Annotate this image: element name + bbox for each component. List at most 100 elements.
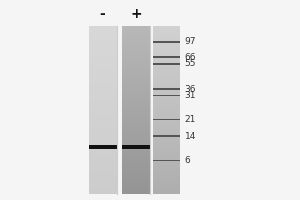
Bar	[153, 35, 180, 36]
Bar	[88, 169, 117, 170]
Bar	[122, 167, 150, 168]
Bar	[153, 27, 180, 28]
Bar	[122, 93, 150, 94]
Bar	[88, 129, 117, 130]
Bar	[88, 141, 117, 142]
Bar	[122, 97, 150, 98]
Bar	[88, 171, 117, 172]
Bar	[88, 59, 117, 60]
Bar	[153, 98, 180, 99]
Bar	[153, 101, 180, 102]
Bar	[122, 32, 150, 33]
Bar	[88, 69, 117, 70]
Bar	[153, 102, 180, 103]
Bar	[122, 105, 150, 106]
Bar	[122, 193, 150, 194]
Bar	[88, 181, 117, 182]
Bar	[153, 178, 180, 179]
Bar	[122, 68, 150, 69]
Bar	[122, 180, 150, 181]
Bar	[88, 86, 117, 87]
Bar	[88, 125, 117, 126]
Bar	[153, 69, 180, 70]
Bar	[88, 140, 117, 141]
Bar	[153, 148, 180, 149]
Bar	[122, 178, 150, 179]
Bar	[88, 36, 117, 37]
Bar	[153, 122, 180, 123]
Bar	[122, 46, 150, 47]
Bar	[153, 160, 180, 161]
Bar	[153, 123, 180, 124]
Bar	[88, 119, 117, 120]
Bar	[122, 150, 150, 151]
Bar	[153, 52, 180, 53]
Bar	[153, 158, 180, 159]
Bar	[88, 191, 117, 192]
Bar	[122, 92, 150, 93]
Bar	[122, 115, 150, 116]
Bar	[153, 53, 180, 54]
Bar	[88, 177, 117, 178]
Bar	[153, 120, 180, 121]
Bar	[122, 152, 150, 153]
Text: 97: 97	[184, 37, 196, 46]
Bar	[153, 112, 180, 113]
Bar	[153, 29, 180, 30]
Bar	[122, 50, 150, 51]
Bar	[122, 163, 150, 164]
Bar	[153, 92, 180, 93]
Bar	[153, 63, 180, 64]
Bar	[88, 39, 117, 40]
Bar	[122, 165, 150, 166]
Bar	[153, 77, 180, 78]
Bar	[153, 45, 180, 46]
Bar	[88, 106, 117, 107]
Bar	[88, 95, 117, 96]
Bar	[88, 117, 117, 118]
Bar	[122, 103, 150, 104]
Bar	[88, 147, 117, 148]
Bar	[122, 27, 150, 28]
Bar	[88, 112, 117, 113]
Bar	[122, 188, 150, 189]
Bar	[153, 42, 180, 43]
Bar	[122, 161, 150, 162]
Bar	[153, 34, 180, 35]
Bar	[153, 133, 180, 134]
Bar	[88, 98, 117, 99]
Bar	[88, 190, 117, 191]
Bar	[153, 146, 180, 147]
Bar	[122, 96, 150, 97]
Bar	[153, 152, 180, 153]
Bar	[88, 68, 117, 69]
Bar	[153, 177, 180, 178]
Bar	[88, 131, 117, 132]
Bar	[122, 83, 150, 84]
Bar	[88, 146, 117, 147]
Bar	[153, 174, 180, 175]
Bar	[153, 145, 180, 146]
Bar	[153, 167, 180, 168]
Bar	[88, 29, 117, 30]
Bar	[153, 54, 180, 55]
Bar	[122, 90, 150, 91]
Bar	[122, 72, 150, 73]
Bar	[122, 38, 150, 39]
Bar	[88, 179, 117, 180]
Bar	[88, 186, 117, 187]
Bar	[122, 59, 150, 60]
Bar	[153, 50, 180, 51]
Bar	[153, 156, 180, 157]
Bar	[153, 99, 180, 100]
Bar	[88, 47, 117, 48]
Bar	[122, 63, 150, 64]
Bar	[153, 130, 180, 131]
Bar	[88, 138, 117, 139]
Bar	[122, 65, 150, 66]
Bar	[153, 180, 180, 181]
Bar	[122, 166, 150, 167]
Bar	[88, 66, 117, 67]
Bar	[122, 151, 150, 152]
Bar	[153, 97, 180, 98]
